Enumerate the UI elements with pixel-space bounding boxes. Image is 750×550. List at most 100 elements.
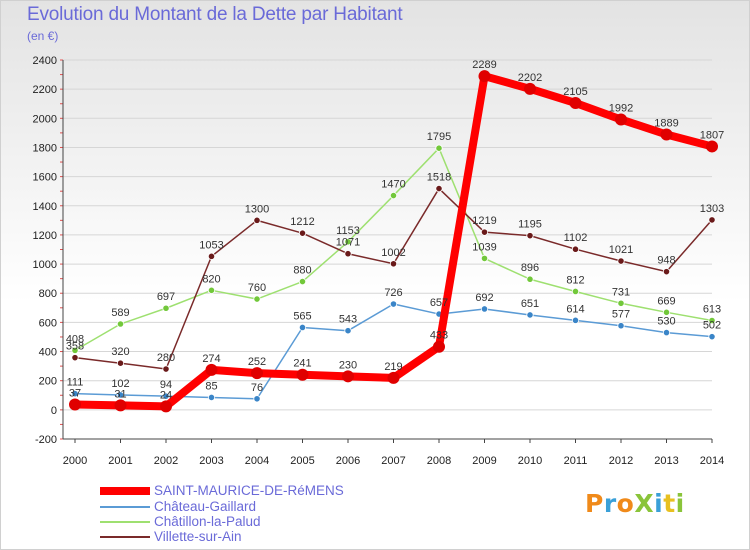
data-point — [662, 268, 671, 276]
data-point — [615, 113, 627, 126]
x-tick-label: 2002 — [154, 455, 178, 467]
logo-letter: i — [654, 489, 664, 518]
data-point — [569, 97, 582, 110]
data-label: 76 — [251, 382, 263, 394]
data-point — [524, 82, 536, 95]
legend-label-villette-sur-ain: Villette-sur-Ain — [154, 529, 242, 544]
data-point — [389, 300, 398, 308]
data-label: 219 — [384, 361, 402, 373]
y-tick-label: 200 — [39, 376, 57, 388]
x-tick-label: 2000 — [63, 455, 87, 467]
x-tick-label: 2008 — [427, 455, 451, 467]
x-tick-label: 2001 — [108, 455, 132, 467]
data-label: 697 — [157, 291, 175, 303]
data-label: 1053 — [199, 239, 223, 251]
data-label: 433 — [430, 330, 448, 342]
data-point — [344, 250, 352, 258]
data-label: 2105 — [563, 86, 587, 98]
series-line — [74, 187, 713, 370]
data-label: 102 — [111, 378, 129, 390]
data-point — [480, 228, 489, 236]
data-point — [389, 260, 398, 268]
data-point — [478, 70, 491, 83]
data-label: 1795 — [427, 131, 451, 143]
data-point — [253, 295, 261, 303]
data-label: 948 — [657, 255, 675, 267]
data-point — [251, 367, 263, 380]
data-point — [617, 322, 625, 330]
data-label: 37 — [69, 387, 81, 399]
data-label: 1470 — [381, 179, 405, 191]
data-point — [480, 254, 489, 262]
data-label: 31 — [114, 388, 126, 400]
data-point — [207, 286, 216, 294]
data-point — [116, 359, 125, 367]
data-point — [708, 316, 716, 325]
logo-letter: i — [675, 489, 685, 518]
logo-letter: X — [634, 489, 655, 518]
data-point — [480, 305, 489, 313]
data-label: 1992 — [609, 102, 633, 114]
data-label: 731 — [612, 286, 630, 298]
x-tick-label: 2012 — [609, 455, 633, 467]
data-point — [662, 308, 671, 316]
data-label: 280 — [157, 352, 175, 364]
data-label: 94 — [160, 379, 172, 391]
y-tick-label: 2400 — [33, 55, 57, 67]
data-point — [342, 370, 354, 383]
data-point — [298, 277, 307, 286]
data-point — [344, 327, 352, 335]
y-tick-label: 600 — [39, 317, 57, 329]
data-label: 760 — [248, 282, 266, 294]
y-tick-label: 800 — [39, 288, 57, 300]
data-point — [706, 140, 718, 153]
x-tick-label: 2003 — [199, 455, 223, 467]
x-tick-label: 2014 — [700, 455, 724, 467]
x-tick-label: 2004 — [245, 455, 269, 467]
data-point — [162, 304, 170, 312]
y-tick-label: 0 — [51, 405, 57, 417]
data-label: 613 — [703, 303, 721, 315]
x-tick-label: 2010 — [518, 455, 542, 467]
data-point — [114, 399, 127, 412]
logo-letter: o — [616, 489, 635, 518]
data-label: 692 — [475, 292, 493, 304]
data-point — [71, 346, 79, 354]
data-label: 1889 — [654, 117, 678, 129]
data-point — [526, 275, 534, 283]
data-label: 543 — [339, 314, 357, 326]
data-label: 1300 — [245, 203, 269, 215]
data-label: 565 — [293, 310, 311, 322]
data-point — [708, 216, 716, 224]
data-point — [162, 392, 170, 400]
data-label: 1219 — [472, 215, 496, 227]
data-label: 274 — [202, 353, 220, 365]
x-tick-label: 2013 — [654, 455, 678, 467]
data-label: 589 — [111, 307, 129, 319]
data-label: 502 — [703, 320, 721, 332]
data-point — [660, 128, 673, 141]
data-label: 230 — [339, 359, 357, 371]
data-point — [571, 287, 580, 296]
logo-letter: t — [663, 489, 676, 518]
y-tick-label: 1800 — [33, 142, 57, 154]
legend-swatch-chatillon-la-palud — [100, 521, 150, 523]
data-point — [71, 390, 79, 398]
data-label: 1071 — [336, 237, 360, 249]
data-label: 111 — [67, 377, 84, 389]
data-label: 2289 — [472, 59, 496, 71]
chart-subtitle: (en €) — [27, 29, 59, 43]
data-point — [69, 398, 81, 411]
data-label: 1002 — [381, 247, 405, 259]
data-label: 530 — [657, 316, 675, 328]
data-label: 408 — [66, 333, 84, 345]
legend-swatch-villette-sur-ain — [100, 536, 150, 538]
data-label: 1807 — [700, 129, 724, 141]
data-point — [387, 371, 400, 384]
data-label: 24 — [160, 389, 172, 401]
data-label: 1212 — [290, 216, 314, 228]
legend-label-chateau-gaillard: Château-Gaillard — [154, 499, 257, 514]
data-point — [207, 393, 216, 402]
data-label: 252 — [248, 356, 266, 368]
